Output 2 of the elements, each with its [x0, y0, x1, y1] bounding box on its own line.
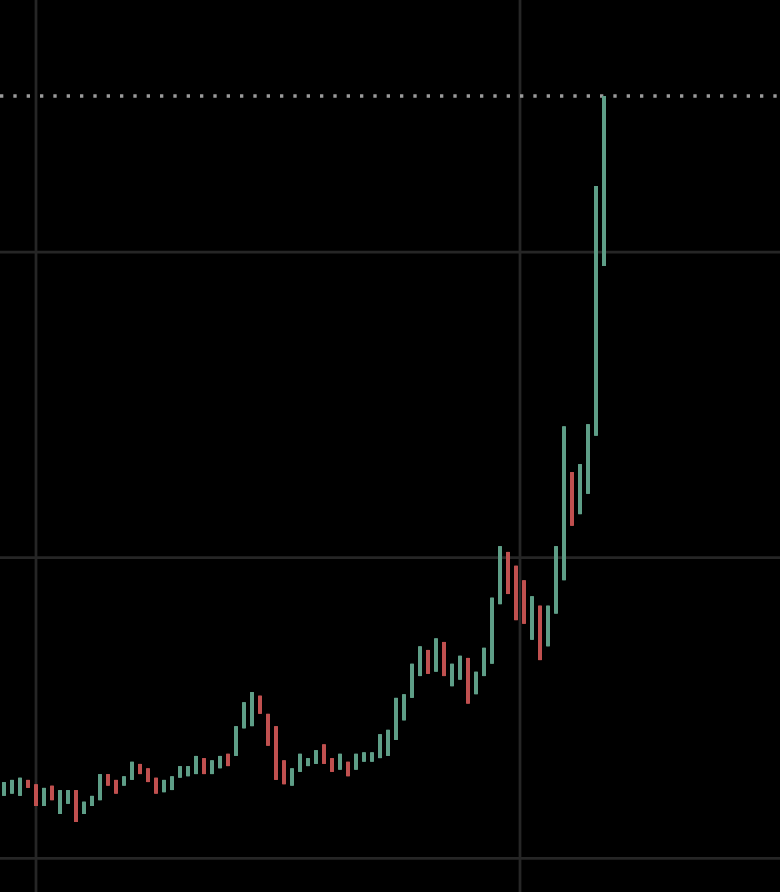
candlestick	[306, 756, 310, 768]
candlestick	[26, 778, 30, 790]
